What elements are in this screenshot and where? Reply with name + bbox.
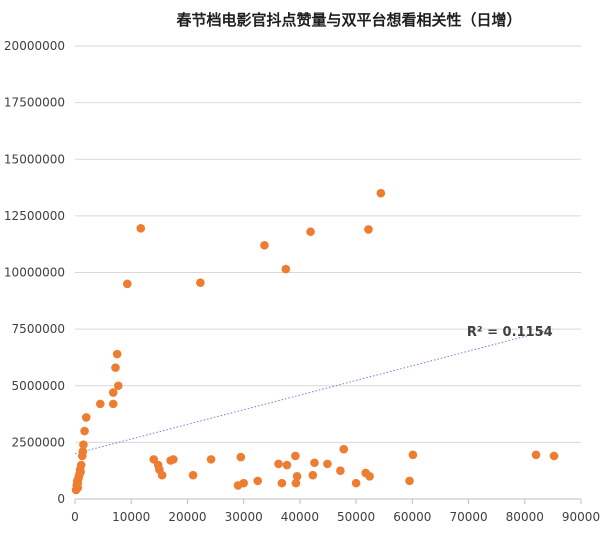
data-point <box>351 478 361 488</box>
data-point <box>79 440 88 449</box>
data-points <box>71 188 559 495</box>
data-point <box>292 472 302 481</box>
x-tick-label: 50000 <box>337 510 375 524</box>
x-tick-label: 60000 <box>393 510 431 524</box>
data-point <box>336 466 345 475</box>
data-point <box>78 447 88 456</box>
data-point <box>281 264 291 274</box>
data-point <box>188 470 198 480</box>
data-point <box>291 478 301 488</box>
trendline <box>74 328 554 455</box>
x-tick-label: 0 <box>71 510 79 524</box>
data-point <box>96 399 105 409</box>
data-point <box>282 460 292 470</box>
x-tick-label: 70000 <box>449 510 487 524</box>
data-point <box>549 451 559 461</box>
data-point <box>81 413 91 422</box>
x-tick-label: 10000 <box>112 510 150 524</box>
data-point <box>408 450 418 460</box>
data-point <box>80 426 89 436</box>
x-tick-label: 90000 <box>562 510 600 524</box>
r-squared-label: R² = 0.1154 <box>467 325 553 340</box>
data-point <box>111 363 120 372</box>
data-point <box>108 399 118 409</box>
data-point <box>112 349 122 359</box>
chart-title: 春节档电影官抖点赞量与双平台想看相关性（日增） <box>176 11 521 29</box>
data-point <box>108 388 118 397</box>
data-point <box>310 458 319 468</box>
data-point <box>364 225 373 234</box>
data-point <box>253 476 263 486</box>
data-point <box>277 478 287 488</box>
y-tick-label: 15000000 <box>4 152 65 166</box>
data-point <box>206 455 216 464</box>
data-point <box>306 227 315 237</box>
data-point <box>157 470 167 480</box>
data-point <box>365 472 374 481</box>
data-point <box>291 451 300 461</box>
data-point <box>239 478 248 488</box>
y-tick-label: 12500000 <box>4 209 65 223</box>
data-point <box>136 224 146 233</box>
x-tick-label: 30000 <box>225 510 263 524</box>
data-point <box>169 455 178 464</box>
y-tick-label: 7500000 <box>12 322 65 336</box>
y-tick-label: 20000000 <box>4 39 65 53</box>
data-point <box>274 459 283 469</box>
y-tick-label: 0 <box>57 492 65 506</box>
x-tick-label: 80000 <box>506 510 544 524</box>
y-tick-label: 17500000 <box>4 96 65 110</box>
data-point <box>531 450 541 460</box>
axes: 0 2500000 5000000 7500000 10000000 12500000 15… <box>4 39 600 524</box>
data-point <box>76 467 85 477</box>
data-point <box>260 241 269 250</box>
x-tick-label: 20000 <box>168 510 206 524</box>
gridlines <box>75 45 581 443</box>
data-point <box>76 460 86 470</box>
y-tick-label: 2500000 <box>12 435 65 449</box>
data-point <box>376 188 386 198</box>
data-point <box>308 470 318 480</box>
data-point <box>236 452 246 462</box>
data-point <box>405 476 414 486</box>
y-tick-label: 10000000 <box>4 266 65 280</box>
data-point <box>323 459 332 469</box>
trendline-group: R² = 0.1154 <box>74 325 554 455</box>
x-tick-label: 40000 <box>281 510 319 524</box>
y-tick-label: 5000000 <box>12 379 65 393</box>
data-point <box>113 381 123 391</box>
data-point <box>339 444 349 454</box>
data-point <box>122 279 132 289</box>
data-point <box>196 278 205 287</box>
